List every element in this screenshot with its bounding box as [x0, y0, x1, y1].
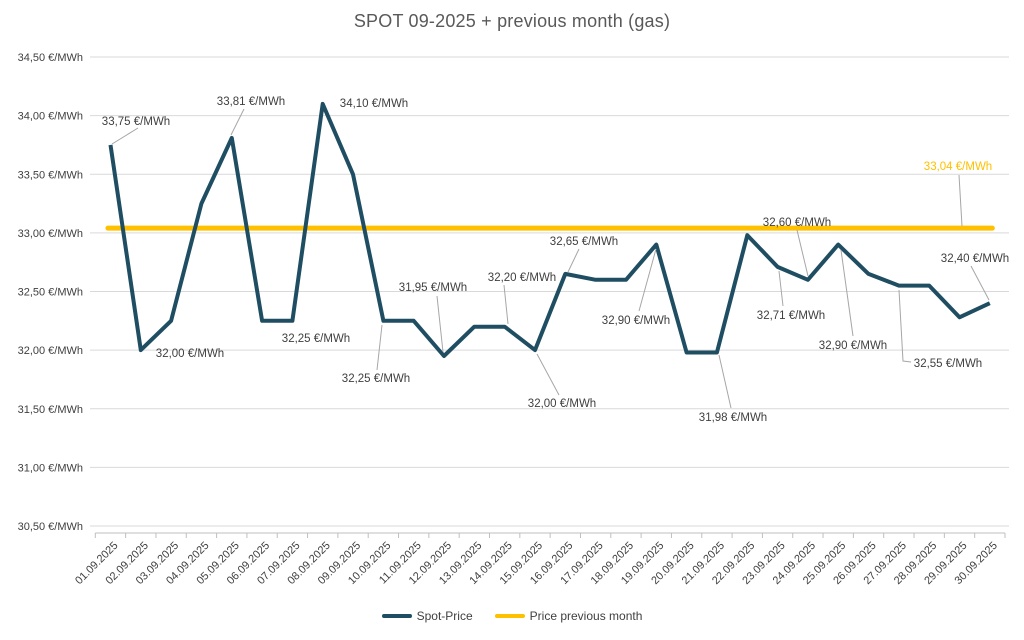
legend-item-price-previous-month: Price previous month [494, 609, 643, 623]
data-label: 34,10 €/MWh [340, 98, 408, 110]
y-tick-label: 31,00 €/MWh [18, 462, 83, 474]
spot-price-line-swatch [381, 614, 412, 618]
y-tick-label: 34,50 €/MWh [18, 52, 83, 64]
data-label: 33,81 €/MWh [217, 96, 285, 108]
data-label: 33,04 €/MWh [924, 161, 992, 173]
data-label-leader-line [638, 248, 657, 312]
data-label: 32,00 €/MWh [528, 398, 596, 410]
data-label: 32,90 €/MWh [819, 340, 887, 352]
data-label-leader-line [718, 354, 732, 409]
data-label: 32,00 €/MWh [156, 348, 224, 360]
data-label-leader-line [536, 353, 560, 396]
data-label-leader-line [503, 284, 509, 325]
chart-legend: Spot-Price Price previous month [0, 609, 1024, 623]
data-label-leader-line [958, 174, 963, 227]
data-label-leader-line [111, 127, 139, 145]
data-label: 32,71 €/MWh [757, 310, 825, 322]
y-tick-label: 33,00 €/MWh [18, 228, 83, 240]
data-label-leader-line [778, 270, 784, 307]
data-label-leader-line [796, 229, 809, 277]
data-label: 32,55 €/MWh [914, 358, 982, 370]
data-label: 33,75 €/MWh [102, 116, 170, 128]
data-label: 32,90 €/MWh [602, 315, 670, 327]
y-tick-label: 32,00 €/MWh [18, 345, 83, 357]
data-label-leader-line [376, 324, 383, 371]
data-label-leader-line [567, 248, 580, 273]
y-tick-label: 30,50 €/MWh [18, 521, 83, 533]
data-label: 31,95 €/MWh [399, 282, 467, 294]
data-label-leader-line [230, 108, 245, 136]
data-label: 32,25 €/MWh [342, 373, 410, 385]
legend-label-spot-price: Spot-Price [416, 609, 473, 623]
y-tick-label: 32,50 €/MWh [18, 287, 83, 299]
data-label: 32,40 €/MWh [941, 253, 1009, 265]
legend-item-spot-price: Spot-Price [381, 609, 473, 623]
data-label: 32,60 €/MWh [763, 217, 831, 229]
data-label: 32,20 €/MWh [488, 272, 556, 284]
data-label-leader-line [840, 249, 854, 337]
price-previous-month-line-swatch [494, 614, 525, 618]
data-label-leader-line [436, 295, 444, 353]
data-label: 32,25 €/MWh [282, 333, 350, 345]
data-label-leader-line [970, 265, 990, 301]
y-tick-label: 34,00 €/MWh [18, 111, 83, 123]
data-label: 31,98 €/MWh [699, 412, 767, 424]
legend-label-price-previous-month: Price previous month [529, 609, 643, 623]
y-tick-label: 31,50 €/MWh [18, 404, 83, 416]
chart-title: SPOT 09-2025 + previous month (gas) [353, 11, 671, 31]
data-label-leader-line [898, 289, 912, 363]
y-tick-label: 33,50 €/MWh [18, 169, 83, 181]
spot-price-line [108, 101, 991, 358]
data-label: 32,65 €/MWh [550, 236, 618, 248]
